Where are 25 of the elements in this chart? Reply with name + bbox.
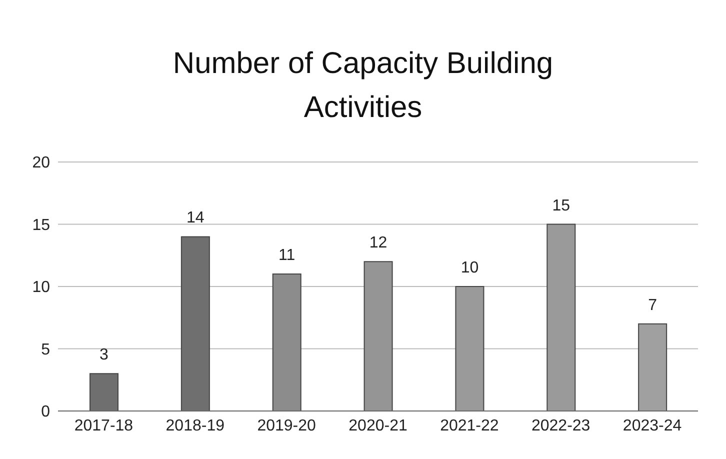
y-tick-label: 0 xyxy=(41,404,50,421)
bar xyxy=(546,224,576,411)
data-label: 10 xyxy=(460,260,479,276)
bar xyxy=(638,323,668,411)
y-tick-label: 20 xyxy=(32,154,50,172)
data-label: 3 xyxy=(100,346,109,364)
data-label: 14 xyxy=(186,210,204,227)
data-label: 15 xyxy=(552,197,570,214)
x-tick-label: 2018-19 xyxy=(166,417,225,434)
bar xyxy=(272,274,302,411)
x-tick-label: 2020-21 xyxy=(348,417,408,434)
bar xyxy=(455,286,484,411)
x-tick-label: 2021-22 xyxy=(440,417,499,434)
data-label: 12 xyxy=(369,234,388,252)
y-tick-label: 15 xyxy=(32,216,50,234)
x-tick-label: 2022-23 xyxy=(532,417,590,434)
x-tick-label: 2023-24 xyxy=(622,417,682,434)
y-tick-label: 10 xyxy=(32,279,50,296)
data-label: 7 xyxy=(648,296,658,314)
y-tick-label: 5 xyxy=(41,341,50,358)
x-tick-label: 2019-20 xyxy=(257,417,316,434)
x-tick-label: 2017-18 xyxy=(74,417,134,434)
data-label: 11 xyxy=(278,247,296,264)
chart-title: Number of Capacity Building Activities xyxy=(172,46,554,126)
bar xyxy=(364,261,393,411)
